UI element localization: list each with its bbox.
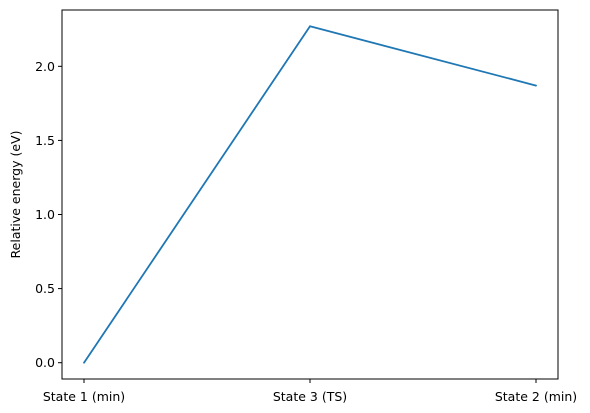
y-axis-ticks: 0.0 0.5 1.0 1.5 2.0	[35, 59, 62, 370]
x-axis-ticks: State 1 (min) State 3 (TS) State 2 (min)	[43, 379, 577, 404]
x-tick-label: State 1 (min)	[43, 389, 125, 404]
data-point	[309, 25, 311, 27]
y-tick-label: 0.0	[35, 355, 55, 370]
y-tick-label: 0.5	[35, 281, 55, 296]
x-tick-label: State 3 (TS)	[273, 389, 347, 404]
x-tick-label: State 2 (min)	[495, 389, 577, 404]
data-point	[83, 362, 85, 364]
y-tick-label: 1.0	[35, 207, 55, 222]
y-axis-label: Relative energy (eV)	[8, 131, 23, 259]
data-point	[535, 85, 537, 87]
y-tick-label: 2.0	[35, 59, 55, 74]
plot-background	[62, 10, 558, 379]
y-tick-label: 1.5	[35, 133, 55, 148]
